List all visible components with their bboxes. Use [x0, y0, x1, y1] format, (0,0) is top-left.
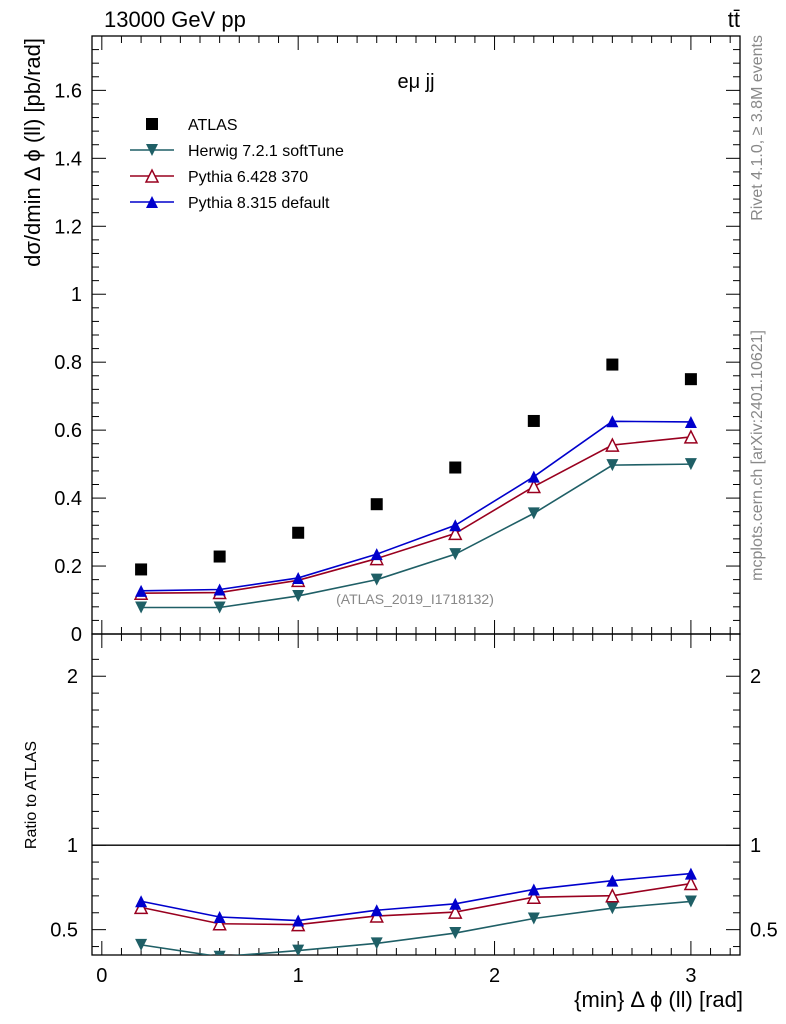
y-tick-label: 1.4 [54, 148, 82, 170]
data-point-atlas [449, 461, 462, 474]
data-point-pythia-8-315-default [213, 583, 226, 596]
data-point-pythia-8-315-default [292, 571, 305, 584]
ratio-point-herwig-7-2-1-softtune [527, 912, 540, 925]
ratio-point-pythia-8-315-default [135, 895, 148, 908]
rivet-label: Rivet 4.1.0, ≥ 3.8M events [749, 35, 766, 221]
ratio-line-herwig-7-2-1-softtune [140, 900, 691, 955]
data-point-pythia-8-315-default [449, 519, 462, 532]
ratio-point-herwig-7-2-1-softtune [606, 902, 619, 915]
data-point-pythia-8-315-default [135, 584, 148, 597]
data-point-atlas [370, 498, 383, 511]
ratio-tick-label-right: 2 [750, 666, 761, 688]
ratio-point-pythia-8-315-default [292, 914, 305, 927]
data-point-atlas [213, 550, 226, 563]
y-tick-label: 1.6 [54, 80, 82, 102]
legend-label-pythia-8-315-default: Pythia 8.315 default [188, 195, 330, 212]
ratio-point-herwig-7-2-1-softtune [449, 927, 462, 940]
legend-label-pythia-6-428-370: Pythia 6.428 370 [188, 169, 308, 186]
x-tick-label: 3 [685, 965, 696, 987]
y-tick-label: 0.6 [54, 420, 82, 442]
data-point-pythia-8-315-default [370, 548, 383, 561]
y-tick-label: 0.8 [54, 352, 82, 374]
data-point-herwig-7-2-1-softtune [684, 458, 697, 471]
ratio-point-pythia-8-315-default [684, 867, 697, 880]
data-point-atlas [684, 373, 697, 386]
ratio-point-pythia-6-428-370 [605, 888, 620, 903]
data-point-pythia-6-428-370 [683, 429, 699, 444]
ratio-point-pythia-8-315-default [449, 897, 462, 910]
ratio-tick-label-right: 1 [750, 835, 761, 857]
legend-label-herwig-7-2-1-softtune: Herwig 7.2.1 softTune [188, 143, 344, 160]
series-line-pythia-8-315-default [141, 420, 691, 592]
ratio-point-herwig-7-2-1-softtune [370, 937, 383, 950]
data-point-pythia-6-428-370 [448, 525, 463, 541]
x-tick-label: 0 [96, 965, 107, 987]
ratio-tick-label-right: 0.5 [750, 920, 778, 942]
x-tick-label: 1 [293, 965, 304, 987]
x-axis-title: {min} Δ ϕ (ll) [rad] [574, 987, 743, 1012]
chart-title: eμ jj [397, 71, 434, 93]
ratio-tick-label: 1 [67, 835, 78, 857]
data-point-pythia-6-428-370 [526, 478, 542, 494]
y-tick-label: 1 [71, 284, 82, 306]
ratio-axis-title: Ratio to ATLAS [23, 741, 40, 849]
series-line-herwig-7-2-1-softtune [141, 463, 691, 609]
ratio-point-pythia-6-428-370 [133, 899, 149, 915]
ratio-point-pythia-6-428-370 [683, 875, 699, 891]
data-point-pythia-8-315-default [527, 470, 540, 483]
ratio-point-pythia-8-315-default [527, 883, 540, 896]
ratio-point-herwig-7-2-1-softtune [684, 895, 697, 908]
process-label: tt̄ [728, 7, 740, 32]
ratio-point-pythia-6-428-370 [526, 889, 542, 904]
data-point-herwig-7-2-1-softtune [606, 459, 619, 472]
data-point-pythia-8-315-default [684, 415, 697, 428]
ratio-line-pythia-8-315-default [140, 872, 691, 922]
ratio-point-pythia-6-428-370 [212, 916, 227, 931]
ratio-point-herwig-7-2-1-softtune [292, 944, 305, 955]
data-point-herwig-7-2-1-softtune [135, 601, 148, 614]
ratio-point-pythia-8-315-default [213, 910, 226, 923]
legend-marker-pythia-8-315-default [146, 196, 158, 208]
series-layer [133, 358, 699, 955]
data-point-herwig-7-2-1-softtune [527, 507, 540, 520]
legend-marker-pythia-6-428-370 [144, 168, 160, 183]
ratio-series-layer [133, 867, 699, 955]
ratio-line-pythia-6-428-370 [140, 882, 692, 926]
energy-label: 13000 GeV pp [104, 7, 246, 32]
y-tick-label: 1.2 [54, 216, 82, 238]
ratio-tick-label: 2 [67, 666, 78, 688]
data-point-atlas [135, 563, 148, 576]
legend-marker-herwig-7-2-1-softtune [146, 144, 158, 156]
y-axis-title: dσ/dmin Δ ϕ (ll) [pb/rad] [20, 38, 45, 267]
legend-label-atlas: ATLAS [188, 117, 238, 134]
data-point-atlas [292, 526, 305, 539]
ratio-point-pythia-8-315-default [606, 874, 619, 887]
series-line-pythia-6-428-370 [141, 436, 691, 595]
x-tick-label: 2 [489, 965, 500, 987]
data-point-atlas [527, 414, 540, 427]
data-point-herwig-7-2-1-softtune [370, 573, 383, 586]
data-point-herwig-7-2-1-softtune [213, 601, 226, 614]
ratio-point-pythia-8-315-default [370, 904, 383, 917]
data-point-herwig-7-2-1-softtune [449, 548, 462, 561]
legend: ATLAS Herwig 7.2.1 softTune Pythia 6.428 3… [130, 117, 344, 212]
data-point-herwig-7-2-1-softtune [292, 589, 305, 602]
ratio-tick-label: 0.5 [50, 920, 78, 942]
y-tick-label: 0 [71, 624, 82, 646]
y-tick-label: 0.4 [54, 488, 82, 510]
analysis-label: (ATLAS_2019_I1718132) [336, 591, 494, 607]
data-point-pythia-6-428-370 [605, 437, 620, 452]
legend-marker-atlas [146, 118, 158, 130]
ratio-point-pythia-6-428-370 [448, 904, 463, 919]
y-tick-label: 0.2 [54, 556, 82, 578]
ratio-plot: 0.5 0.5 1 1 2 2 [50, 633, 778, 956]
data-point-atlas [606, 358, 619, 371]
ratio-point-herwig-7-2-1-softtune [213, 950, 226, 955]
ratio-point-herwig-7-2-1-softtune [135, 938, 148, 951]
data-point-pythia-8-315-default [606, 415, 619, 428]
mcplots-label: mcplots.cern.ch [arXiv:2401.10621] [749, 330, 766, 581]
